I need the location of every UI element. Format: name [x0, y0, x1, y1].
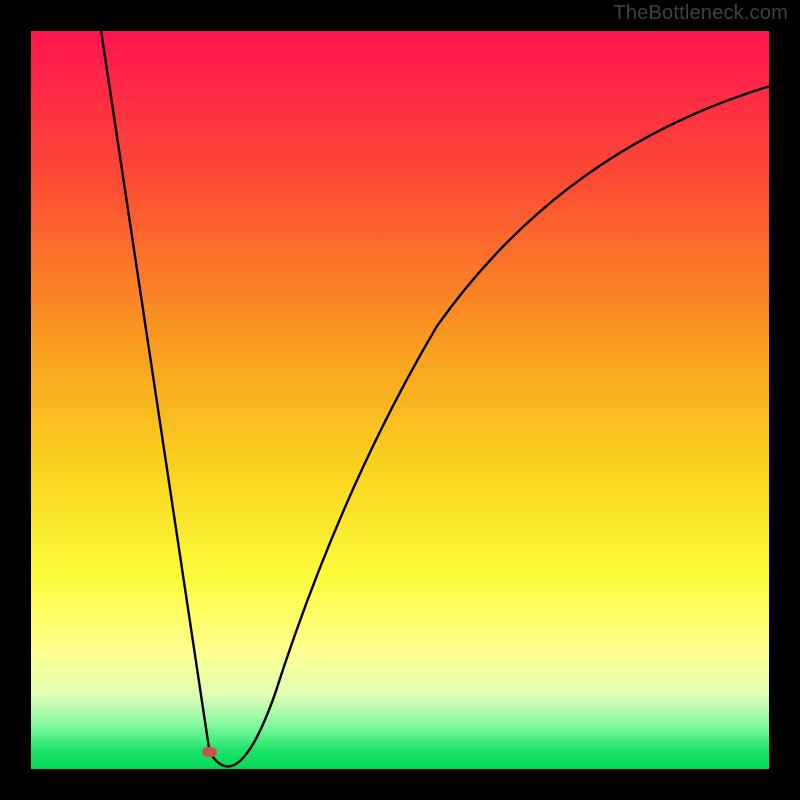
plot-area: [31, 31, 769, 769]
curve-layer: [31, 31, 769, 769]
bottleneck-curve: [101, 31, 769, 766]
watermark: TheBottleneck.com: [613, 2, 788, 25]
page: TheBottleneck.com: [0, 0, 800, 800]
vertex-marker: [202, 747, 217, 756]
